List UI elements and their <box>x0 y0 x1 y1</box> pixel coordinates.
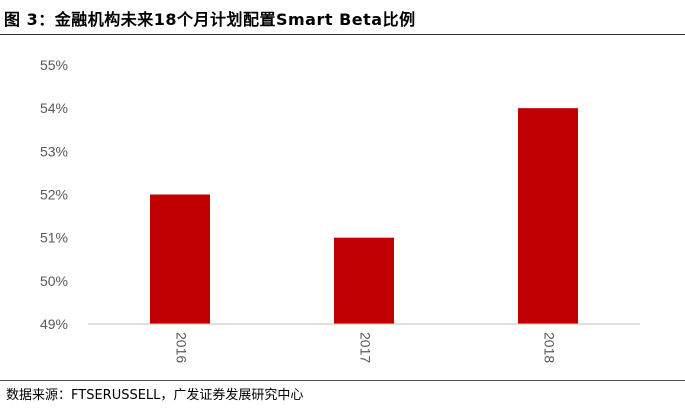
x-tick-label: 2017 <box>357 332 373 363</box>
y-tick-label: 54% <box>40 100 68 116</box>
bar <box>150 194 210 324</box>
figure-title: 图 3：金融机构未来18个月计划配置Smart Beta比例 <box>4 10 416 29</box>
source-divider <box>0 380 685 381</box>
y-tick-label: 49% <box>40 316 68 332</box>
y-tick-label: 51% <box>40 230 68 246</box>
x-axis-ticks: 2016 2017 2018 <box>173 332 557 363</box>
y-tick-label: 52% <box>40 187 68 203</box>
source-note: 数据来源：FTSERUSSELL，广发证券发展研究中心 <box>6 388 304 403</box>
title-divider <box>0 34 685 35</box>
x-tick-label: 2016 <box>173 332 189 363</box>
bar <box>334 237 394 324</box>
y-tick-label: 50% <box>40 273 68 289</box>
x-tick-label: 2018 <box>541 332 557 363</box>
y-axis-ticks: 49% 50% 51% 52% 53% 54% 55% <box>40 57 68 332</box>
bar-chart: 49% 50% 51% 52% 53% 54% 55% 2016 2017 2018 <box>40 57 640 363</box>
y-tick-label: 55% <box>40 57 68 73</box>
y-tick-label: 53% <box>40 143 68 159</box>
bars <box>150 108 578 325</box>
bar <box>518 108 578 325</box>
